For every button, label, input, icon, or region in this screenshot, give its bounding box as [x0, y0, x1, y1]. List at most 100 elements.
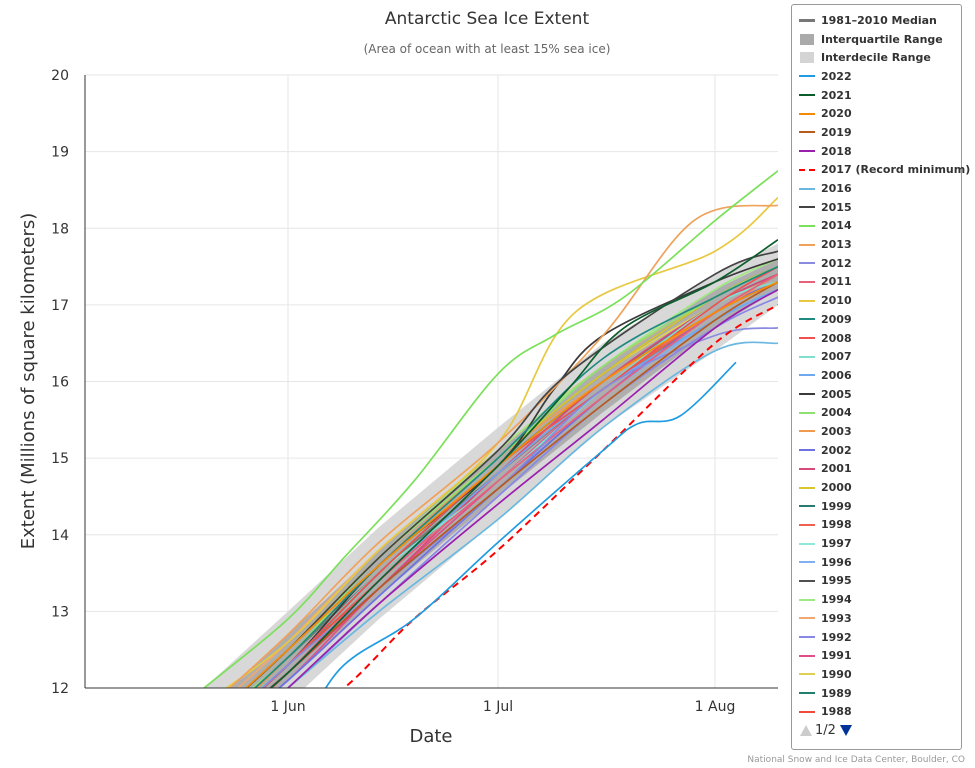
credit: National Snow and Ice Data Center, Bould…: [747, 755, 965, 765]
legend-line-icon: [799, 276, 815, 288]
legend-label: 2011: [821, 275, 852, 289]
legend-item-1995[interactable]: 1995: [792, 572, 961, 591]
y-tick-labels: 12 13 14 15 16 17 18 19 20: [51, 68, 69, 697]
legend-item-2009[interactable]: 2009: [792, 310, 961, 329]
legend-label: 1993: [821, 611, 852, 625]
legend-item-2006[interactable]: 2006: [792, 366, 961, 385]
legend-item-2022[interactable]: 2022: [792, 67, 961, 86]
y-tick-label: 16: [51, 375, 69, 391]
legend-line-icon: [799, 70, 815, 82]
legend-line-icon: [799, 407, 815, 419]
series-line-2013: [228, 204, 778, 688]
legend-item-2018[interactable]: 2018: [792, 142, 961, 161]
pager-label: 1/2: [815, 723, 836, 739]
legend-item-2016[interactable]: 2016: [792, 179, 961, 198]
legend-line-icon: [799, 332, 815, 344]
legend-item-2010[interactable]: 2010: [792, 291, 961, 310]
legend-item-2013[interactable]: 2013: [792, 235, 961, 254]
pager-down-icon[interactable]: [839, 725, 852, 737]
legend-item-1991[interactable]: 1991: [792, 646, 961, 665]
chart-title: Antarctic Sea Ice Extent: [385, 9, 590, 29]
legend-label: 1996: [821, 555, 852, 569]
legend-item-1988[interactable]: 1988: [792, 702, 961, 721]
legend-label: 1997: [821, 537, 852, 551]
legend-item-1989[interactable]: 1989: [792, 684, 961, 703]
series-line-2009: [253, 265, 778, 688]
legend-item-2001[interactable]: 2001: [792, 460, 961, 479]
legend-label: 2014: [821, 219, 852, 233]
legend-item-2003[interactable]: 2003: [792, 422, 961, 441]
y-axis-title: Extent (Millions of square kilometers): [18, 213, 39, 550]
legend-item-2007[interactable]: 2007: [792, 347, 961, 366]
legend: 1981–2010 Median Interquartile Range Int…: [791, 4, 970, 750]
legend-line-icon: [799, 369, 815, 381]
x-tick-label: 1 Aug: [695, 699, 736, 715]
legend-item-2014[interactable]: 2014: [792, 217, 961, 236]
legend-item-2015[interactable]: 2015: [792, 198, 961, 217]
legend-item-1997[interactable]: 1997: [792, 534, 961, 553]
legend-line-icon: [799, 668, 815, 680]
legend-item-2002[interactable]: 2002: [792, 441, 961, 460]
y-tick-label: 12: [51, 681, 69, 697]
legend-line-icon: [799, 687, 815, 699]
legend-item-2004[interactable]: 2004: [792, 403, 961, 422]
legend-item-2019[interactable]: 2019: [792, 123, 961, 142]
legend-label: 2010: [821, 294, 852, 308]
legend-years: 2022 2021 2020 2019 2018 2017 (Record minimum…: [792, 67, 970, 721]
legend-item-1999[interactable]: 1999: [792, 497, 961, 516]
legend-item-1996[interactable]: 1996: [792, 553, 961, 572]
interdecile-box-icon: [799, 52, 815, 64]
legend-line-icon: [799, 631, 815, 643]
legend-line-icon: [799, 612, 815, 624]
legend-line-icon: [799, 444, 815, 456]
legend-line-icon: [799, 482, 815, 494]
legend-line-icon: [799, 164, 815, 176]
y-tick-label: 14: [51, 528, 69, 544]
legend-item-2011[interactable]: 2011: [792, 273, 961, 292]
chart-subtitle: (Area of ocean with at least 15% sea ice…: [364, 42, 611, 56]
legend-label: 2015: [821, 200, 852, 214]
legend-label: 1995: [821, 574, 852, 588]
legend-pager: 1/2: [792, 723, 961, 738]
series-line-2021: [269, 238, 778, 688]
x-tick-labels: 1 Jun 1 Jul 1 Aug: [270, 699, 735, 715]
legend-item-2005[interactable]: 2005: [792, 385, 961, 404]
legend-line-icon: [799, 500, 815, 512]
series-lines: [203, 170, 778, 688]
legend-label: Interdecile Range: [821, 51, 931, 65]
legend-item-1993[interactable]: 1993: [792, 609, 961, 628]
pager-up-icon[interactable]: [800, 725, 812, 737]
legend-item-2008[interactable]: 2008: [792, 329, 961, 348]
legend-item-2012[interactable]: 2012: [792, 254, 961, 273]
legend-label: 1990: [821, 667, 852, 681]
x-axis-title: Date: [409, 726, 452, 747]
legend-item-1992[interactable]: 1992: [792, 628, 961, 647]
legend-item-2021[interactable]: 2021: [792, 86, 961, 105]
legend-line-icon: [799, 388, 815, 400]
legend-item-interquartile[interactable]: Interquartile Range: [792, 30, 961, 49]
legend-item-1994[interactable]: 1994: [792, 590, 961, 609]
legend-label: Interquartile Range: [821, 32, 943, 46]
legend-item-median[interactable]: 1981–2010 Median: [792, 11, 961, 30]
legend-line-icon: [799, 351, 815, 363]
legend-line-icon: [799, 538, 815, 550]
legend-label: 2001: [821, 462, 852, 476]
legend-item-interdecile[interactable]: Interdecile Range: [792, 48, 961, 67]
legend-item-1990[interactable]: 1990: [792, 665, 961, 684]
legend-item-2020[interactable]: 2020: [792, 104, 961, 123]
legend-item-2000[interactable]: 2000: [792, 478, 961, 497]
legend-line-icon: [799, 556, 815, 568]
legend-item-2017[interactable]: 2017 (Record minimum): [792, 161, 970, 180]
legend-label: 2021: [821, 88, 852, 102]
legend-line-icon: [799, 425, 815, 437]
legend-label: 1981–2010 Median: [821, 13, 937, 27]
x-tick-label: 1 Jul: [483, 699, 513, 715]
legend-item-1998[interactable]: 1998: [792, 516, 961, 535]
legend-line-icon: [799, 706, 815, 718]
legend-label: 2017 (Record minimum): [821, 163, 971, 177]
legend-label: 1998: [821, 518, 852, 532]
legend-label: 2016: [821, 182, 852, 196]
legend-label: 1988: [821, 705, 852, 719]
legend-label: 1991: [821, 649, 852, 663]
x-tick-label: 1 Jun: [270, 699, 305, 715]
